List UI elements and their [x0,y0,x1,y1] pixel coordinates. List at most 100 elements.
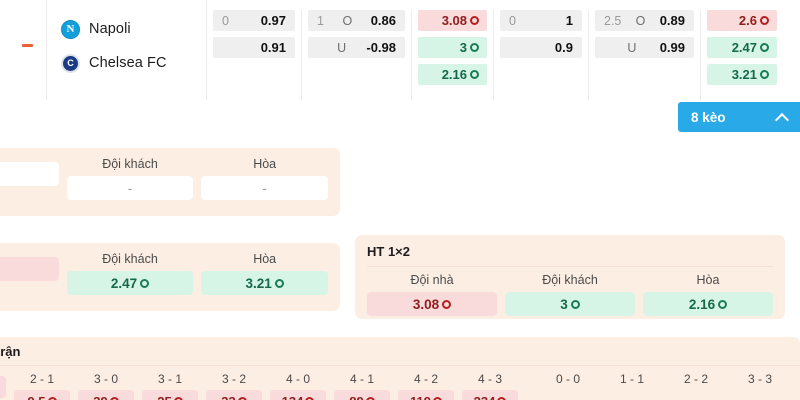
arrow-down-icon [760,16,769,25]
arrow-down-icon [109,396,119,400]
odds-button[interactable] [540,390,596,400]
odds-button[interactable] [668,390,724,400]
score-column [0,0,47,100]
odds-cell[interactable]: 2.5 O 0.89 [595,10,694,31]
odds-button[interactable]: 2.47 [66,271,194,295]
team-row-home[interactable]: N Napoli [61,12,206,46]
odds-button[interactable]: 25 [142,390,198,400]
odds-area: 0 0.97 0.91 1 O 0.86 [207,0,800,100]
odds-button[interactable]: 2.16 [643,292,773,316]
score-cell[interactable] [0,372,10,398]
odds-button[interactable] [0,376,6,398]
score-cell[interactable]: 4 - 0 134 [266,372,330,400]
arrow-up-icon [718,299,728,309]
arrow-down-icon [173,396,183,400]
odds-cell-colored[interactable]: 3.08 [418,10,487,31]
odds-button[interactable] [0,162,59,186]
score-cell[interactable]: 2 - 1 9.5 [10,372,74,400]
column-draw[interactable]: Hòa 2.16 [643,273,773,316]
arrow-up-icon [570,299,580,309]
score-cell[interactable]: 3 - 3 [728,372,792,400]
odds-button[interactable]: 39 [78,390,134,400]
column-home[interactable] [0,157,59,200]
odds-button[interactable]: - [201,176,329,200]
odds-button[interactable] [604,390,660,400]
teams-column[interactable]: N Napoli C Chelsea FC [47,0,207,100]
odds-cell[interactable]: U 0.99 [595,37,694,58]
odds-value: 0.9 [554,40,573,55]
score-cell[interactable]: 0 - 0 [536,372,600,400]
odds-cell[interactable]: 0 1 [500,10,582,31]
over-label: O [635,13,646,28]
score-placeholder-dash [22,44,33,47]
odds-cell-colored[interactable]: 2.47 [707,37,777,58]
odds-value: 89 [349,394,363,400]
score-cell[interactable]: 4 - 4 [792,372,800,400]
odds-cell[interactable]: 0.91 [213,37,295,58]
chevron-up-icon [777,112,787,122]
column-home[interactable]: Đội nhà 3.08 [367,273,497,316]
column-draw[interactable]: Hòa - [201,157,329,200]
team-row-away[interactable]: C Chelsea FC [61,46,206,80]
odds-button[interactable]: 89 [334,390,390,400]
odds-group-over-under-1: 1 O 0.86 U -0.98 [302,10,412,100]
column-away[interactable]: Đội khách - [66,157,194,200]
odds-button[interactable]: 234 [462,390,518,400]
odds-value: 3.21 [731,67,757,82]
odds-button[interactable]: 134 [270,390,326,400]
odds-group-handicap-2: 0 1 0.9 [494,10,589,100]
chelsea-badge: C [61,53,80,73]
arrow-up-icon [760,43,769,52]
score-cell[interactable]: 3 - 2 33 [202,372,266,400]
score-label: 2 - 2 [683,372,708,386]
odds-cell-colored[interactable]: 2.16 [418,64,487,85]
arrow-up-icon [470,70,479,79]
odds-value: 3 [560,296,568,312]
odds-button[interactable]: - [66,176,194,200]
column-home[interactable] [0,252,59,295]
markets-toggle-button[interactable]: 8 kèo [678,102,800,132]
odds-cell-colored[interactable]: 3.21 [707,64,777,85]
odds-button[interactable] [0,257,59,281]
score-cell[interactable]: 3 - 0 39 [74,372,138,400]
odds-button[interactable]: 119 [398,390,454,400]
column-away[interactable]: Đội khách 3 [505,273,635,316]
odds-cell[interactable]: 0 0.97 [213,10,295,31]
column-draw[interactable]: Hòa 3.21 [201,252,329,295]
odds-cell-empty [308,64,405,85]
odds-button[interactable] [796,390,800,400]
odds-cell[interactable]: 1 O 0.86 [308,10,405,31]
odds-button[interactable]: 9.5 [14,390,70,400]
odds-button[interactable]: 33 [206,390,262,400]
score-cell[interactable]: 4 - 1 89 [330,372,394,400]
score-cell[interactable]: 4 - 3 234 [458,372,522,400]
column-away[interactable]: Đội khách 2.47 [66,252,194,295]
column-header: Đội khách [542,273,598,287]
odds-button[interactable]: 3.21 [201,271,329,295]
total-line: 1 [317,13,324,28]
panel-columns: Đội khách - Hòa - [0,157,329,200]
column-header: Đội khách [102,252,158,266]
market-panel-left-clipped: Đội khách 2.47 Hòa 3.21 [0,243,340,311]
score-label: 2 - 1 [29,372,54,386]
odds-cell-empty [595,64,694,85]
odds-cell[interactable]: 0.9 [500,37,582,58]
score-label: 4 - 0 [285,372,310,386]
score-label: 3 - 3 [747,372,772,386]
score-cell[interactable]: 4 - 2 119 [394,372,458,400]
score-cell[interactable]: 1 - 1 [600,372,664,400]
odds-cell-colored[interactable]: 2.6 [707,10,777,31]
odds-value: 9.5 [27,394,45,400]
odds-button[interactable]: 3.08 [367,292,497,316]
column-header: Hòa [253,252,277,266]
score-label: 4 - 1 [349,372,374,386]
odds-cell-colored[interactable]: 3 [418,37,487,58]
odds-value: 0.89 [659,13,685,28]
odds-button[interactable] [732,390,788,400]
odds-cell[interactable]: U -0.98 [308,37,405,58]
markets-toggle-label: 8 kèo [691,109,726,125]
odds-button[interactable]: 3 [505,292,635,316]
score-cell[interactable]: 3 - 1 25 [138,372,202,400]
score-cell[interactable]: 2 - 2 [664,372,728,400]
